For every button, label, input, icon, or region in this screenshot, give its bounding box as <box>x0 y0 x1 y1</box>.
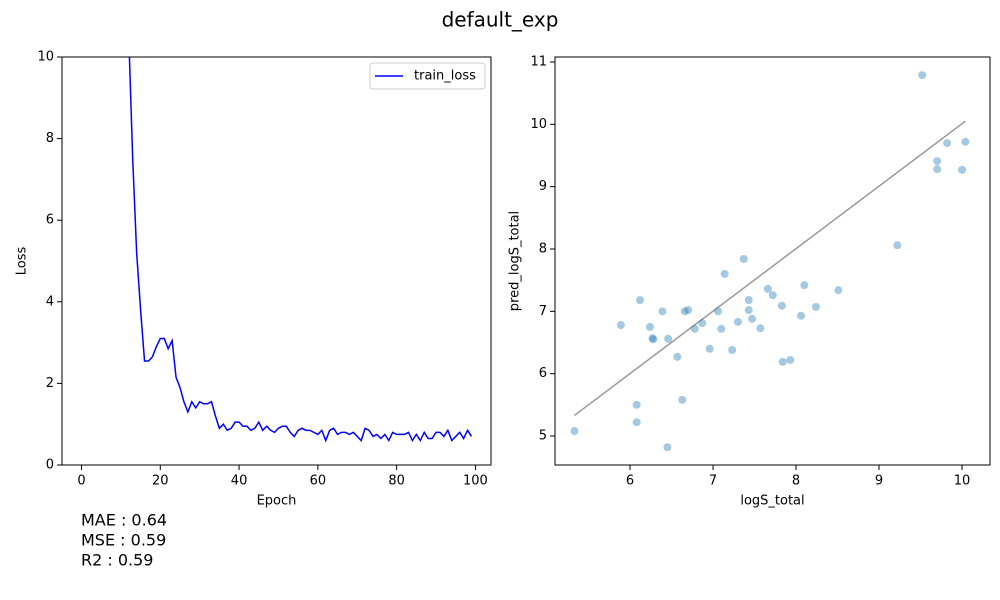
scatter-point <box>961 137 970 146</box>
x-tick-label: 0 <box>77 474 85 489</box>
plot-area <box>570 71 970 452</box>
x-tick-label: 80 <box>388 474 405 489</box>
axes-frame <box>554 56 991 466</box>
y-axis-label: Loss <box>15 247 30 276</box>
metric: MSE : 0.59 <box>81 531 166 550</box>
scatter-point <box>635 296 644 305</box>
y-tick-label: 7 <box>539 304 547 319</box>
scatter-point <box>733 317 742 326</box>
scatter-point <box>680 307 689 316</box>
scatter-point <box>673 352 682 361</box>
scatter-point <box>717 324 726 333</box>
scatter-point <box>690 324 699 333</box>
scatter-point <box>768 291 777 300</box>
scatter-point <box>763 284 772 293</box>
scatter-point <box>943 139 952 148</box>
scatter-point <box>744 306 753 315</box>
y-tick-label: 2 <box>46 376 54 391</box>
x-tick-label: 60 <box>310 474 327 489</box>
scatter-point <box>698 319 707 328</box>
y-tick-label: 8 <box>539 242 547 257</box>
y-tick-label: 8 <box>46 131 54 146</box>
scatter-point <box>714 307 723 316</box>
x-axis-label: logS_total <box>740 494 804 509</box>
scatter-point <box>645 322 654 331</box>
x-tick-label: 40 <box>231 474 248 489</box>
x-axis-label: Epoch <box>257 494 297 509</box>
scatter-point <box>800 281 809 290</box>
metric: MAE : 0.64 <box>81 511 167 530</box>
x-tick-label: 7 <box>709 474 717 489</box>
x-tick-label: 10 <box>954 474 971 489</box>
scatter-point <box>570 427 579 436</box>
legend-label: train_loss <box>414 69 476 84</box>
legend-box <box>369 62 486 90</box>
scatter-point <box>632 418 641 427</box>
scatter-point <box>632 400 641 409</box>
scatter-point <box>684 306 693 315</box>
scatter-point <box>728 345 737 354</box>
scatter-point <box>811 302 820 311</box>
y-tick-label: 6 <box>539 366 547 381</box>
scatter-point <box>958 165 967 174</box>
scatter-point <box>664 334 673 343</box>
scatter-point <box>933 157 942 166</box>
y-tick-label: 10 <box>530 117 547 132</box>
scatter-point <box>797 311 806 320</box>
scatter-point <box>648 334 657 343</box>
scatter-point <box>739 254 748 263</box>
y-tick-label: 10 <box>37 50 54 65</box>
scatter-point <box>649 335 658 344</box>
scatter-point <box>893 241 902 250</box>
scatter-point <box>834 286 843 295</box>
y-tick-label: 9 <box>539 179 547 194</box>
scatter-point <box>616 321 625 330</box>
scatter-point <box>678 395 687 404</box>
scatter-point <box>748 314 757 323</box>
scatter-point <box>663 443 672 452</box>
plot-area <box>128 57 473 443</box>
scatter-point <box>778 357 787 366</box>
scatter-point <box>658 307 667 316</box>
y-tick-label: 6 <box>46 213 54 228</box>
axes-frame <box>61 56 492 466</box>
scatter-point <box>705 344 714 353</box>
x-tick-label: 100 <box>463 474 488 489</box>
y-tick-label: 4 <box>46 294 54 309</box>
metric: R2 : 0.59 <box>81 551 153 570</box>
y-tick-label: 5 <box>539 429 547 444</box>
scatter-point <box>744 296 753 305</box>
scatter-point <box>777 301 786 310</box>
x-tick-label: 9 <box>875 474 883 489</box>
scatter-point <box>918 71 927 80</box>
x-tick-label: 6 <box>626 474 634 489</box>
figure-title: default_exp <box>442 8 559 32</box>
y-tick-label: 0 <box>46 458 54 473</box>
x-tick-label: 20 <box>152 474 169 489</box>
fit-line <box>573 120 966 417</box>
scatter-point <box>720 269 729 278</box>
loss-line <box>128 57 473 443</box>
scatter-point <box>786 355 795 364</box>
y-tick-label: 11 <box>530 54 547 69</box>
scatter-point <box>756 324 765 333</box>
scatter-point <box>933 165 942 174</box>
x-tick-label: 8 <box>792 474 800 489</box>
y-axis-label: pred_logS_total <box>508 211 523 311</box>
